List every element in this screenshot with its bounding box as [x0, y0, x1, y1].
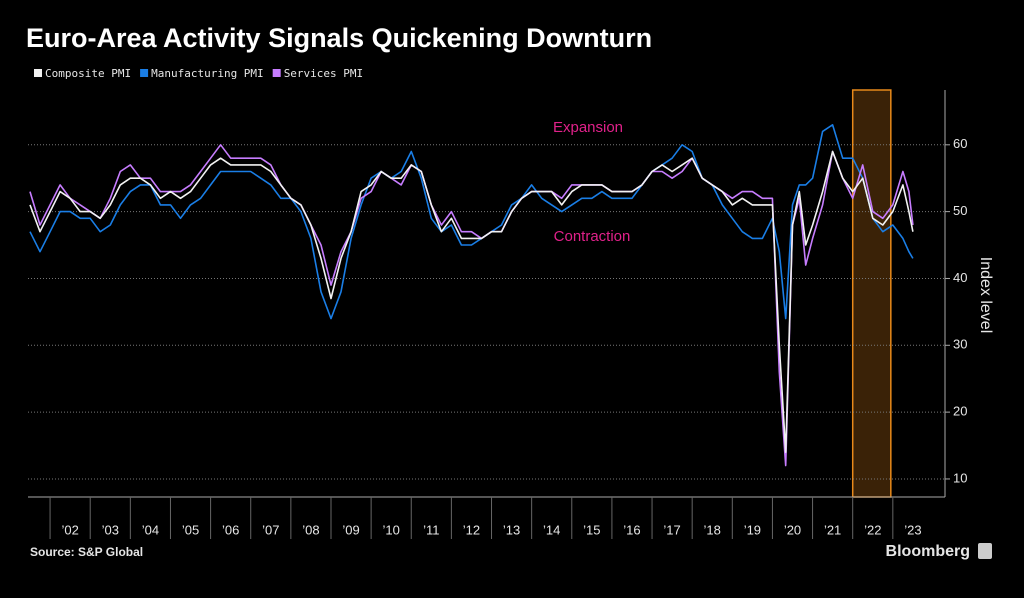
x-tick-label: ’16	[623, 522, 640, 537]
annotation: Contraction	[554, 228, 631, 245]
brand: Bloomberg	[886, 543, 970, 560]
x-tick-label: ’03	[102, 522, 119, 537]
y-tick-label: 60	[953, 136, 967, 151]
line-series	[29, 150, 914, 453]
y-tick-label: 50	[953, 203, 967, 218]
x-tick-label: ’19	[744, 522, 761, 537]
x-tick-label: ’14	[543, 522, 560, 537]
x-tick-label: ’02	[61, 522, 78, 537]
x-tick-label: ’08	[302, 522, 319, 537]
x-tick-label: ’09	[342, 522, 359, 537]
y-tick-label: 30	[953, 337, 967, 352]
legend-label: Composite PMI	[45, 67, 131, 80]
x-tick-label: ’18	[704, 522, 721, 537]
x-tick-label: ’05	[182, 522, 199, 537]
x-tick-label: ’12	[463, 522, 480, 537]
x-tick-label: ’15	[583, 522, 600, 537]
y-axis-label: Index level	[977, 257, 994, 334]
x-tick-label: ’06	[222, 522, 239, 537]
y-tick-label: 10	[953, 470, 967, 485]
x-tick-label: ’10	[383, 522, 400, 537]
y-tick-label: 20	[953, 404, 967, 419]
legend-swatch	[34, 69, 42, 77]
x-tick-label: ’13	[503, 522, 520, 537]
x-tick-label: ’22	[864, 522, 881, 537]
x-tick-label: ’04	[142, 522, 159, 537]
x-tick-label: ’23	[904, 522, 921, 537]
legend-label: Manufacturing PMI	[151, 67, 264, 80]
y-tick-label: 40	[953, 270, 967, 285]
x-tick-label: ’20	[784, 522, 801, 537]
x-tick-label: ’17	[663, 522, 680, 537]
legend-swatch	[140, 69, 149, 77]
x-tick-label: ’21	[824, 522, 841, 537]
source: Source: S&P Global	[30, 545, 143, 559]
brand-icon	[978, 543, 992, 559]
annotation: Expansion	[553, 119, 623, 136]
highlight-region	[851, 89, 892, 498]
legend-swatch	[272, 69, 281, 77]
x-tick-label: ’11	[423, 522, 439, 537]
x-tick-label: ’07	[262, 522, 279, 537]
chart-title: Euro-Area Activity Signals Quickening Do…	[26, 23, 652, 53]
legend-label: Services PMI	[284, 67, 363, 80]
